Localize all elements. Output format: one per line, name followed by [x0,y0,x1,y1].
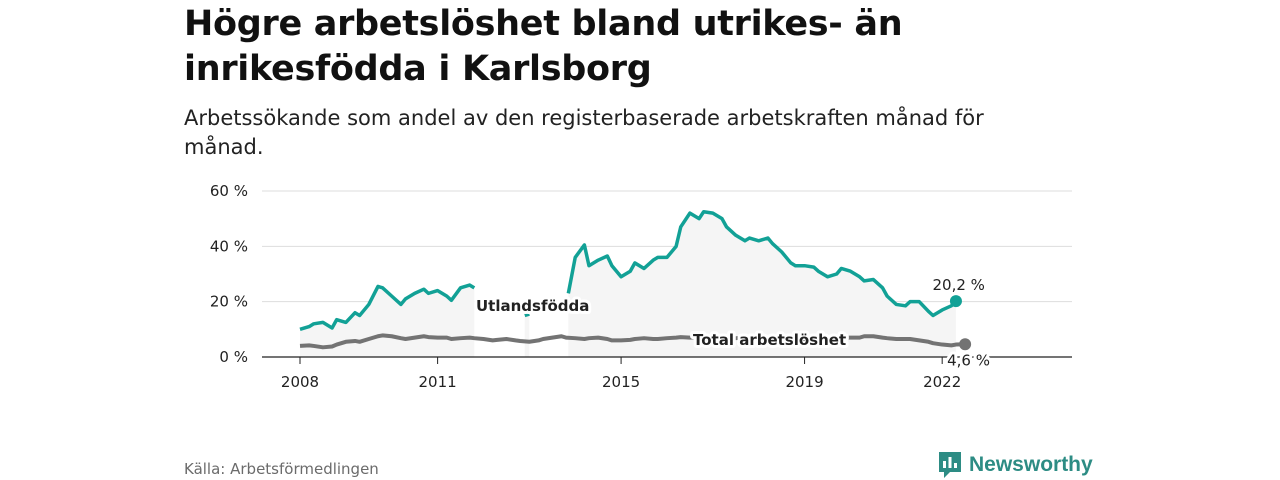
series-line-utlandsfodda [299,283,476,332]
series-area-utlandsfodda [568,211,956,357]
series-line-total [299,333,966,350]
x-tick-label: 2019 [785,373,823,391]
chart-subtitle: Arbetssökande som andel av den registerb… [184,106,984,159]
source-note: Källa: Arbetsförmedlingen [184,460,379,478]
y-tick-label: 40 % [210,237,248,255]
x-tick-label: 2011 [419,373,457,391]
line-chart: 0 % 20 % 40 % 60 % 2008 2011 2015 2019 2022 20,2 … [210,182,1072,391]
series-line-utlandsfodda [524,312,530,318]
brand-name: Newsworthy [969,453,1093,476]
end-label-utlandsfodda: 20,2 % [933,276,985,294]
x-tick-label: 2015 [602,373,640,391]
series-label-utlandsfodda: Utlandsfödda [476,297,589,315]
newsworthy-logo-icon [939,452,961,478]
x-tick-label: 2022 [923,373,961,391]
brand-logo[interactable]: Newsworthy [937,450,1093,480]
series-label-total: Total arbetslöshet [693,331,846,349]
series-line-utlandsfodda [566,210,958,318]
y-tick-label: 60 % [210,182,248,200]
y-tick-label: 20 % [210,293,248,311]
end-label-total: 4,6 % [947,351,990,369]
endpoint-marker-utlandsfodda [949,295,962,308]
series-area-utlandsfodda [524,314,530,357]
y-tick-label: 0 % [219,348,248,366]
endpoint-marker-total [959,338,972,351]
chart-title: Högre arbetslöshet bland utrikes- än inr… [184,4,903,89]
x-tick-label: 2008 [281,373,319,391]
